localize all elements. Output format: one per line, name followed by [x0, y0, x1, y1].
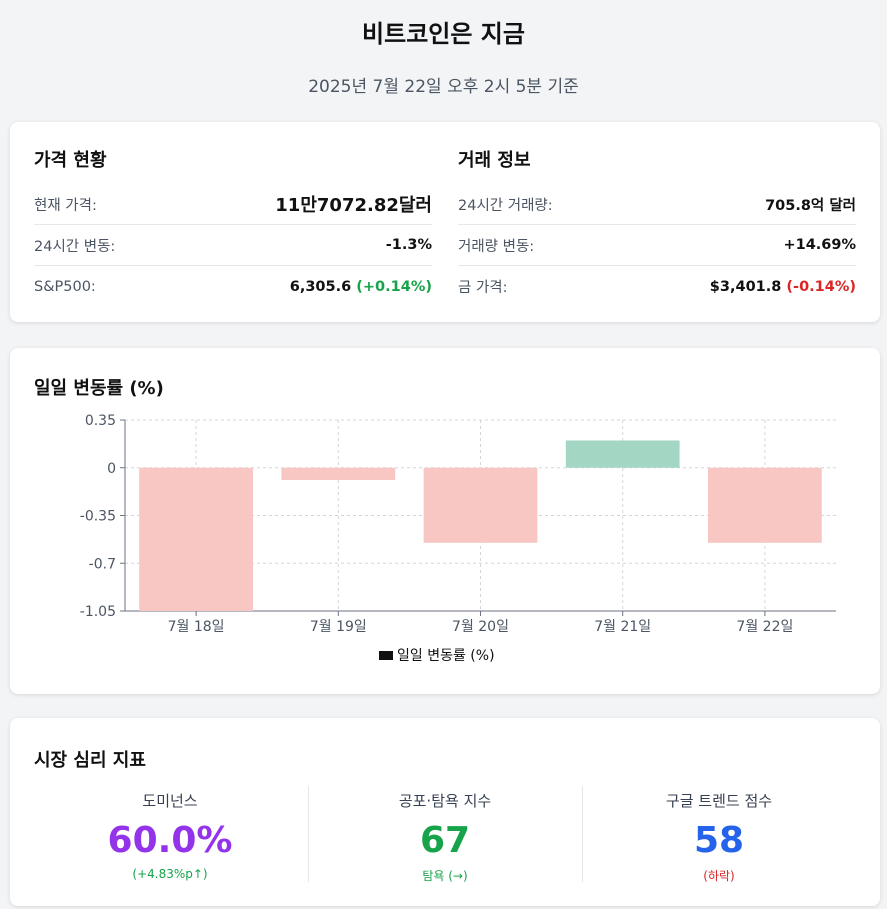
change-24h-value: -1.3%: [385, 237, 432, 253]
volume-change-value: +14.69%: [783, 237, 856, 253]
gold-price-value-group: $3,401.8 (-0.14%): [710, 279, 856, 295]
x-tick-label: 7월 22일: [736, 619, 793, 635]
gold-price-label: 금 가격:: [458, 280, 508, 296]
gold-price-row: 금 가격: $3,401.8 (-0.14%): [458, 266, 856, 307]
chart-bar: [565, 440, 680, 468]
google-trends-metric: 구글 트렌드 점수 58 (하락): [583, 786, 855, 884]
fear-greed-label: 공포·탐욕 지수: [398, 792, 492, 810]
x-tick-label: 7월 18일: [168, 619, 225, 635]
chart-bar: [281, 467, 396, 481]
legend-label: 일일 변동률 (%): [397, 648, 495, 664]
volume-24h-row: 24시간 거래량: 705.8억 달러: [458, 184, 856, 225]
dominance-label: 도미넌스: [142, 792, 198, 810]
google-trends-value: 58: [693, 820, 745, 861]
dominance-change: (+4.83%p↑): [132, 867, 208, 881]
x-tick-label: 7월 19일: [310, 619, 367, 635]
change-24h-label: 24시간 변동:: [34, 238, 116, 255]
volume-change-row: 거래량 변동: +14.69%: [458, 225, 856, 266]
sp500-label: S&P500:: [34, 278, 96, 295]
volume-24h-label: 24시간 거래량:: [458, 197, 553, 214]
page-subtitle: 2025년 7월 22일 오후 2시 5분 기준: [308, 77, 579, 97]
chart-title: 일일 변동률 (%): [34, 378, 164, 399]
dominance-metric: 도미넌스 60.0% (+4.83%p↑): [34, 786, 306, 884]
current-price-value: 11만7072.82달러: [275, 195, 432, 216]
fear-greed-status: 탐욕 (→): [422, 869, 468, 883]
legend-swatch: [379, 651, 393, 660]
sp500-row: S&P500: 6,305.6 (+0.14%): [34, 266, 432, 307]
current-price-row: 현재 가격: 11만7072.82달러: [34, 184, 432, 225]
y-tick-label: 0: [107, 461, 116, 477]
google-trends-status: (하락): [703, 869, 735, 883]
chart-bar: [708, 467, 822, 543]
trade-info-section: 거래 정보 24시간 거래량: 705.8억 달러 거래량 변동: +14.69…: [458, 146, 856, 307]
sp500-value: 6,305.6: [289, 278, 352, 295]
fear-greed-metric: 공포·탐욕 지수 67 탐욕 (→): [309, 786, 581, 884]
y-tick-label: -0.7: [89, 556, 116, 572]
gold-price-change: (-0.14%): [786, 278, 856, 295]
sp500-value-group: 6,305.6 (+0.14%): [290, 279, 432, 295]
x-tick-label: 7월 21일: [594, 619, 651, 635]
metric-divider: [308, 786, 309, 882]
trade-info-title: 거래 정보: [458, 150, 531, 171]
volume-24h-value: 705.8억 달러: [765, 197, 856, 214]
price-info-card: 가격 현황 현재 가격: 11만7072.82달러 24시간 변동: -1.3%…: [10, 122, 880, 322]
sp500-change: (+0.14%): [356, 278, 432, 295]
daily-change-chart-card: 0.35 0 -0.35 -0.7 -1.05 7월 18일 7월 19일 7월 20일 7월 …: [10, 348, 880, 694]
chart-bar: [423, 467, 538, 543]
y-tick-label: -1.05: [80, 604, 116, 620]
y-tick-label: 0.35: [85, 413, 116, 429]
fear-greed-value: 67: [419, 820, 471, 861]
daily-change-chart: 0.35 0 -0.35 -0.7 -1.05 7월 18일 7월 19일 7월 20일 7월 …: [80, 413, 836, 664]
sentiment-title: 시장 심리 지표: [34, 750, 146, 771]
metric-divider: [582, 786, 583, 882]
x-tick-label: 7월 20일: [452, 619, 509, 635]
change-24h-row: 24시간 변동: -1.3%: [34, 225, 432, 266]
chart-bar: [139, 467, 253, 611]
y-tick-label: -0.35: [80, 509, 116, 525]
price-status-section: 가격 현황 현재 가격: 11만7072.82달러 24시간 변동: -1.3%…: [34, 146, 432, 307]
price-status-title: 가격 현황: [34, 150, 107, 171]
market-sentiment-card: 시장 심리 지표 도미넌스 60.0% (+4.83%p↑) 공포·탐욕 지수 …: [10, 718, 880, 906]
dominance-value: 60.0%: [107, 820, 233, 861]
google-trends-label: 구글 트렌드 점수: [665, 792, 773, 810]
current-price-label: 현재 가격:: [34, 197, 97, 214]
page-title: 비트코인은 지금: [362, 20, 525, 48]
gold-price-value: $3,401.8: [709, 278, 782, 295]
volume-change-label: 거래량 변동:: [458, 238, 535, 255]
